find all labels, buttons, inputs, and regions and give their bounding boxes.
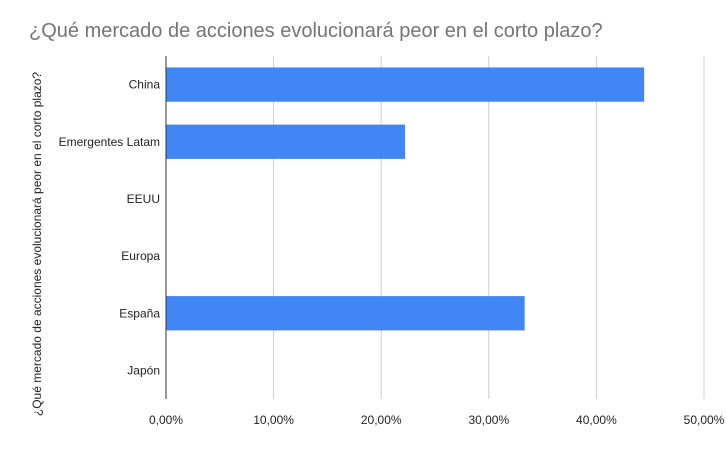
bars xyxy=(166,67,645,331)
bar-emergentes-latam xyxy=(166,124,406,159)
bar-china xyxy=(166,67,645,102)
category-label: Emergentes Latam xyxy=(59,135,160,149)
x-tick-label: 40,00% xyxy=(576,413,617,427)
gridlines xyxy=(165,56,705,399)
category-label: Europa xyxy=(121,249,160,263)
x-tick-label: 10,00% xyxy=(253,413,294,427)
x-tick-label: 20,00% xyxy=(361,413,402,427)
category-label: EEUU xyxy=(127,192,160,206)
chart-title: ¿Qué mercado de acciones evolucionará pe… xyxy=(29,20,603,42)
x-tick-label: 0,00% xyxy=(149,413,183,427)
x-tick-label: 50,00% xyxy=(684,413,725,427)
category-labels: China Emergentes Latam EEUU Europa España Jap… xyxy=(59,78,161,378)
category-label: Japón xyxy=(127,363,160,377)
bar-españa xyxy=(166,296,525,331)
x-tick-labels: 0,00% 10,00% 20,00% 30,00% 40,00% 50,00% xyxy=(149,413,725,427)
x-tick-label: 30,00% xyxy=(468,413,509,427)
category-label: España xyxy=(119,306,160,320)
category-label: China xyxy=(129,78,161,92)
